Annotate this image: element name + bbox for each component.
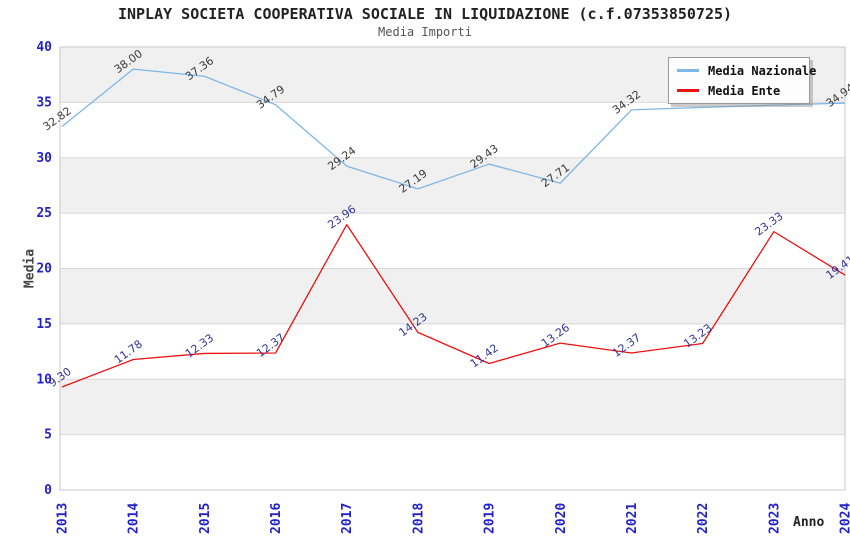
y-tick-label: 30 — [36, 151, 52, 166]
x-tick-label: 2021 — [625, 503, 640, 534]
x-tick-label: 2023 — [767, 503, 782, 534]
legend-item-media-nazionale: Media Nazionale — [677, 63, 816, 78]
y-tick-label: 0 — [44, 483, 52, 498]
y-tick-label: 15 — [36, 317, 52, 332]
x-tick-label: 2024 — [839, 503, 850, 534]
x-tick-label: 2018 — [411, 503, 426, 534]
data-label: 12.37 — [254, 331, 287, 360]
x-tick-label: 2019 — [483, 503, 498, 534]
series-line-media-nazionale — [61, 68, 846, 190]
plot-band — [60, 268, 845, 324]
legend-item-media-ente: Media Ente — [677, 83, 801, 98]
legend: Media Nazionale Media Ente — [668, 57, 816, 104]
x-tick-label: 2014 — [127, 503, 142, 534]
y-tick-label: 5 — [44, 428, 52, 443]
legend-label: Media Ente — [708, 83, 781, 98]
y-tick-label: 20 — [36, 262, 52, 277]
x-tick-label: 2015 — [198, 503, 213, 534]
plot-band — [60, 157, 845, 214]
x-tick-label: 2013 — [56, 503, 71, 534]
y-axis-title: Media — [22, 248, 38, 289]
data-label: 13.23 — [681, 321, 714, 350]
data-label: 13.26 — [539, 321, 572, 350]
legend-line-swatch-blue — [677, 69, 699, 72]
y-tick-label: 10 — [36, 372, 52, 387]
x-axis-title: Anno — [793, 515, 825, 530]
data-label: 12.37 — [610, 331, 643, 360]
legend-line-swatch-red — [677, 89, 699, 92]
y-tick-label: 25 — [36, 206, 52, 221]
x-tick-label: 2020 — [554, 503, 569, 534]
x-tick-label: 2022 — [696, 503, 711, 534]
chart-subtitle: Media Importi — [378, 25, 472, 39]
data-label: 12.33 — [183, 331, 216, 360]
data-label: 11.42 — [468, 341, 501, 370]
chart-title: INPLAY SOCIETA COOPERATIVA SOCIALE IN LI… — [117, 5, 733, 23]
plot-border — [59, 46, 846, 491]
series-line-media-ente — [61, 223, 846, 388]
y-tick-label: 35 — [36, 95, 52, 110]
y-tick-label: 40 — [36, 40, 52, 55]
x-tick-label: 2016 — [269, 503, 284, 534]
plot-band — [60, 379, 845, 435]
legend-label: Media Nazionale — [708, 63, 817, 78]
data-label: 23.33 — [752, 210, 785, 239]
data-label: 19.41 — [824, 253, 850, 282]
x-tick-label: 2017 — [340, 503, 355, 534]
data-label: 11.78 — [112, 337, 145, 366]
